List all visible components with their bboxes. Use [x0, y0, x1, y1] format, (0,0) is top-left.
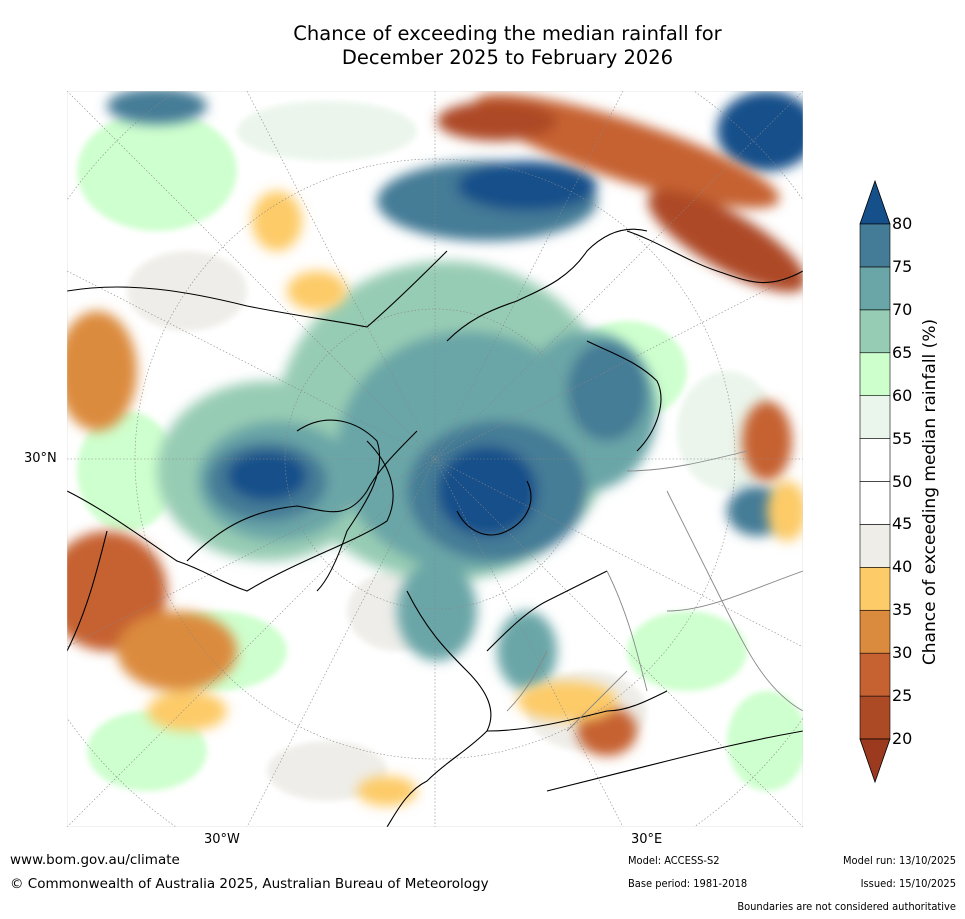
- colorbar-band-25-30: [859, 652, 891, 697]
- colorbar-extend-low: [859, 738, 891, 784]
- colorbar-band-50-55: [859, 438, 891, 482]
- colorbar-title: Chance of exceeding median rainfall (%): [920, 318, 940, 666]
- colorbar-tick-45: 45: [892, 514, 913, 534]
- copyright-text: © Commonwealth of Australia 2025, Austra…: [10, 876, 489, 892]
- map-title: Chance of exceeding the median rainfall …: [180, 22, 835, 70]
- base-period: Base period: 1981-2018: [628, 877, 748, 890]
- colorbar-band-70-75: [859, 266, 891, 311]
- colorbar-tick-75: 75: [892, 256, 913, 276]
- model-name: Model: ACCESS-S2: [628, 854, 720, 867]
- colorbar-extend-high: [859, 180, 891, 225]
- lon-label-30e: 30°E: [631, 832, 663, 847]
- title-line-1: Chance of exceeding the median rainfall …: [293, 22, 722, 45]
- colorbar-band-30-35: [859, 609, 891, 654]
- title-line-2: December 2025 to February 2026: [341, 46, 674, 69]
- colorbar-tick-60: 60: [892, 385, 913, 405]
- colorbar-band-75-80: [859, 223, 891, 268]
- graticule: [67, 91, 803, 827]
- colorbar-tick-80: 80: [892, 214, 913, 233]
- colorbar-band-65-70: [859, 309, 891, 354]
- colorbar-tick-40: 40: [892, 557, 913, 577]
- model-run-date: Model run: 13/10/2025: [843, 854, 956, 867]
- colorbar-tick-50: 50: [892, 471, 913, 491]
- colorbar-band-40-45: [859, 524, 891, 568]
- colorbar-tick-25: 25: [892, 686, 913, 706]
- colorbar-tick-70: 70: [892, 299, 913, 319]
- probability-map: [67, 91, 803, 827]
- lon-label-30w: 30°W: [204, 832, 240, 847]
- country-boundaries: [506, 450, 803, 732]
- colorbar-band-20-25: [859, 695, 891, 740]
- coastlines: [67, 228, 803, 827]
- issued-date: Issued: 15/10/2025: [860, 877, 956, 890]
- colorbar-band-35-40: [859, 567, 891, 611]
- colorbar-band-45-50: [859, 481, 891, 525]
- colorbar-tick-30: 30: [892, 643, 913, 663]
- colorbar-tick-35: 35: [892, 600, 913, 620]
- field-wet: [107, 91, 803, 691]
- colorbar: [859, 180, 891, 784]
- website-link[interactable]: www.bom.gov.au/climate: [10, 852, 180, 868]
- boundaries-disclaimer: Boundaries are not considered authoritat…: [737, 900, 956, 913]
- field-dry: [67, 93, 803, 806]
- colorbar-tick-65: 65: [892, 342, 913, 362]
- colorbar-band-60-65: [859, 352, 891, 396]
- colorbar-tick-20: 20: [892, 729, 913, 748]
- colorbar-band-55-60: [859, 395, 891, 439]
- lat-label-30n: 30°N: [24, 451, 57, 466]
- colorbar-tick-55: 55: [892, 428, 913, 448]
